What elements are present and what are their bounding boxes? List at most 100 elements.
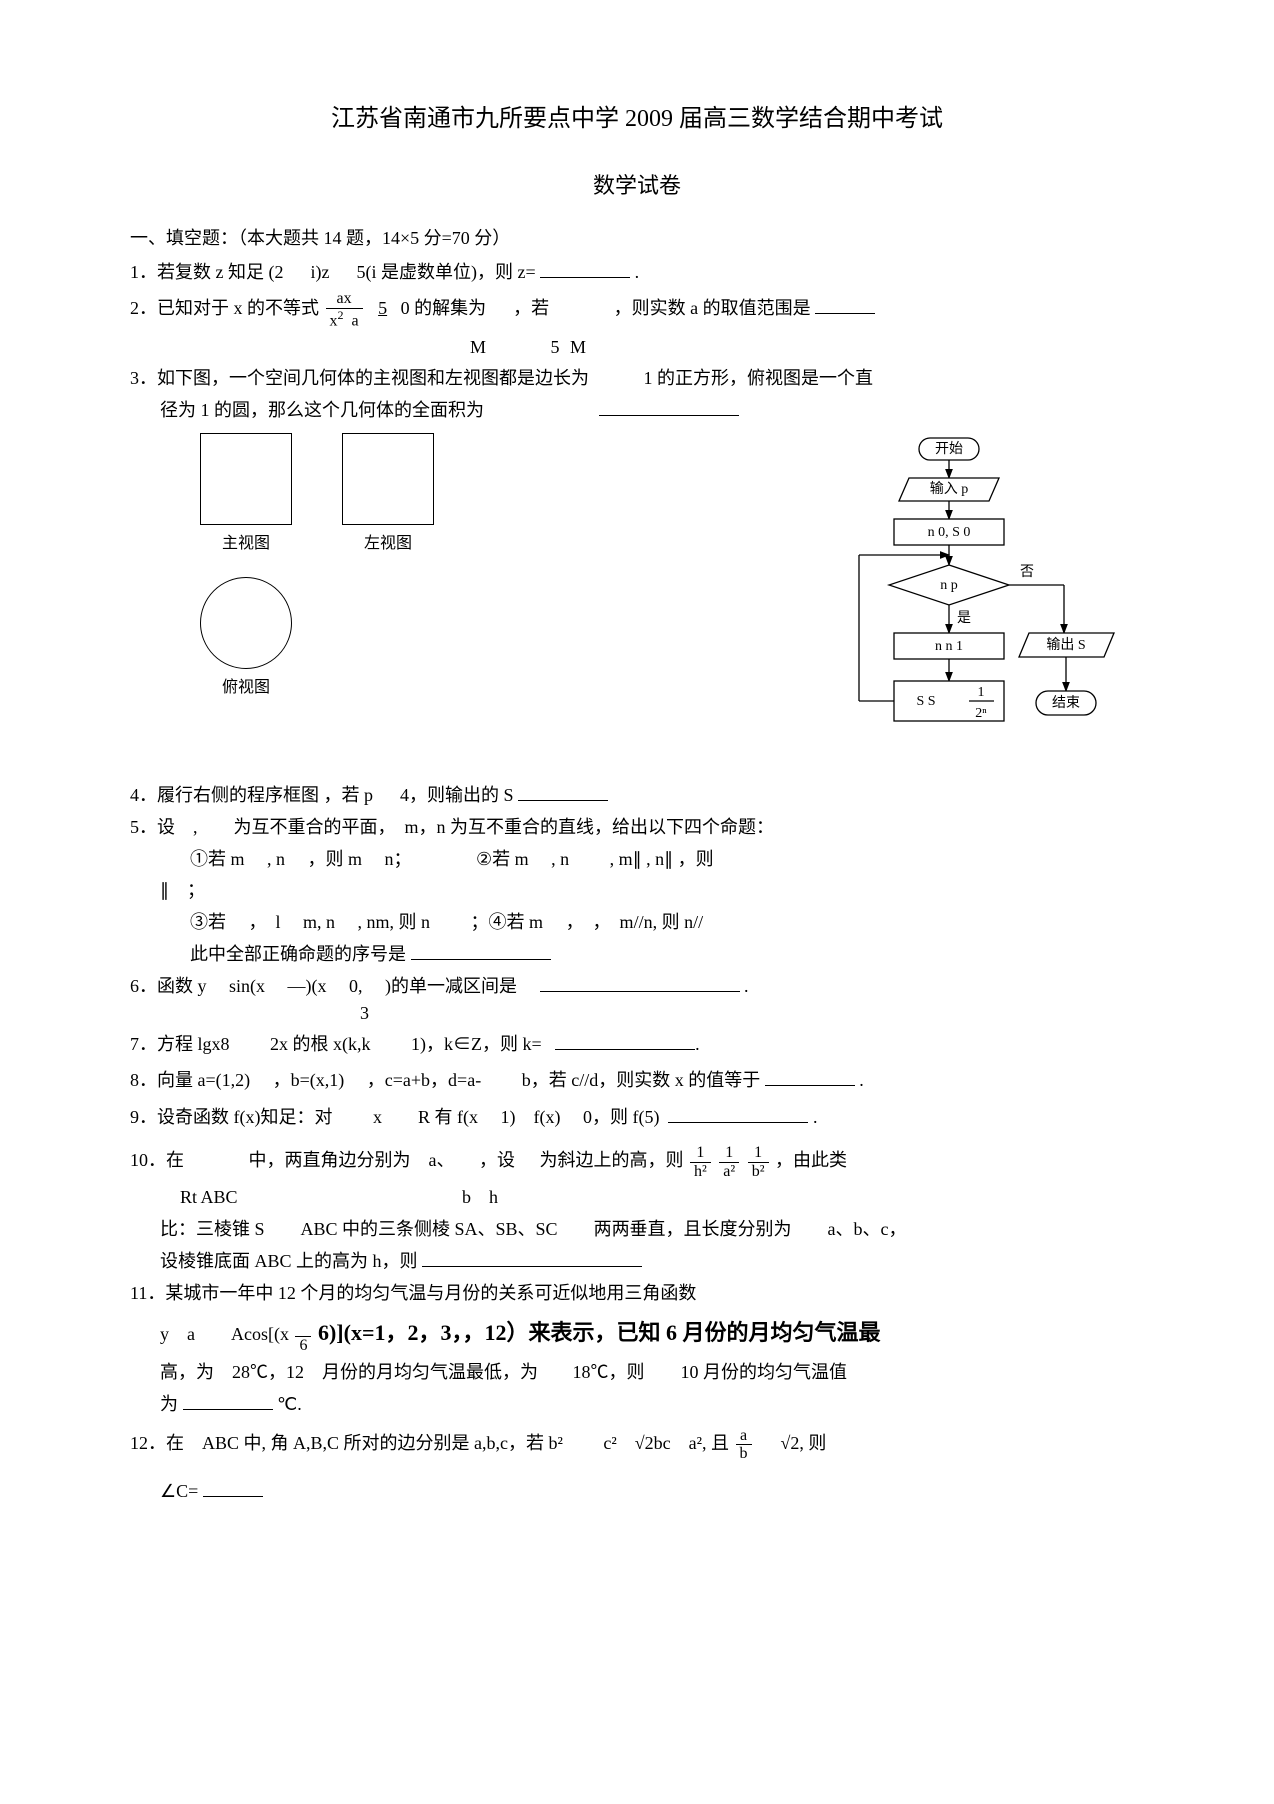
answer-blank — [765, 1067, 855, 1086]
fc-end: 结束 — [1052, 695, 1080, 711]
fraction: 1h² — [690, 1144, 711, 1180]
question-7: 7．方程 lgx8 2x 的根 x(k,k 1)，k∈Z，则 k= . — [130, 1030, 1144, 1059]
t: 10．在 — [130, 1150, 184, 1170]
t: y a Acos[(x — [160, 1324, 289, 1344]
t: . — [744, 976, 749, 996]
t: 中，两直角边分别为 a、 — [249, 1150, 455, 1170]
t: . — [813, 1107, 818, 1127]
q2-text: 5 — [369, 298, 396, 319]
t: x — [330, 312, 338, 329]
t: 7．方程 lgx8 — [130, 1034, 230, 1054]
question-5-p3p4: ③若 ， l m, n , nm, 则 n ；④若 m ， ， m//n, 则 … — [130, 908, 1144, 937]
t: ， ， m//n, 则 n// — [566, 912, 704, 932]
fraction: ax x2 a — [326, 290, 363, 330]
t: 为 — [160, 1394, 178, 1414]
answer-blank — [815, 295, 875, 314]
t: ，b=(x,1) — [273, 1070, 345, 1090]
t: 为斜边上的高，则 — [540, 1150, 684, 1170]
fraction: 6 — [295, 1319, 311, 1355]
t: 5 — [551, 337, 560, 357]
square-shape — [342, 433, 434, 525]
t: ，若 p — [324, 785, 374, 805]
frac-den: x2 a — [326, 309, 363, 330]
fc-no-label: 否 — [1020, 565, 1034, 580]
t: ；④若 m — [471, 912, 544, 932]
fc-yes-label: 是 — [957, 611, 971, 626]
t: M — [570, 337, 586, 357]
q2-text: 0 的解集为 — [401, 298, 487, 318]
answer-blank — [555, 1031, 695, 1050]
left-view: 左视图 — [342, 433, 434, 557]
t: 3 — [360, 1003, 369, 1023]
fraction: 1a² — [719, 1144, 739, 1180]
t: 1 — [748, 1144, 769, 1163]
t: b，若 c//d，则实数 x 的值等于 — [522, 1070, 761, 1090]
t: a — [352, 312, 359, 329]
t: . — [859, 1070, 864, 1090]
t: 高，为 28℃，12 月份的月均匀气温最低，为 — [160, 1362, 538, 1382]
t: m, n — [303, 912, 335, 932]
view-label: 主视图 — [222, 531, 270, 557]
t: ，则 m — [308, 849, 363, 869]
t: 5 — [378, 298, 387, 318]
q1-text: 1．若复数 z 知足 (2 — [130, 262, 283, 282]
t: , n — [551, 849, 569, 869]
t: 1 — [690, 1144, 711, 1163]
t: M — [470, 337, 486, 357]
fc-start: 开始 — [935, 441, 963, 457]
t: ①若 m — [190, 849, 245, 869]
answer-blank — [422, 1248, 642, 1267]
fraction: 1b² — [748, 1144, 769, 1180]
t: 1) f(x) — [500, 1107, 560, 1127]
t: )的单一减区间是 — [385, 976, 517, 996]
t: ∠C= — [160, 1481, 198, 1501]
answer-blank — [540, 973, 740, 992]
question-3: 3．如下图，一个空间几何体的主视图和左视图都是边长为 1 的正方形，俯视图是一个… — [130, 364, 1144, 393]
t: b h — [462, 1187, 498, 1207]
t: 0，则 f(5) — [583, 1107, 659, 1127]
t: 1 — [719, 1144, 739, 1163]
question-10-l4: 设棱锥底面 ABC 上的高为 h，则 — [130, 1247, 1144, 1276]
t: 18℃，则 10 月份的均匀气温值 — [573, 1362, 848, 1382]
view-label: 左视图 — [364, 531, 412, 557]
question-2: 2．已知对于 x 的不等式 ax x2 a 5 0 的解集为 ，若 ，则实数 a… — [130, 290, 1144, 330]
question-11: 11．某城市一年中 12 个月的均匀气温与月份的关系可近似地用三角函数 — [130, 1279, 1144, 1308]
t: 设棱锥底面 ABC 上的高为 h，则 — [160, 1251, 418, 1271]
t: 9．设奇函数 f(x)知足：对 — [130, 1107, 332, 1127]
t: 4，则输出的 S — [400, 785, 514, 805]
t: Rt ABC — [180, 1187, 238, 1207]
t: ②若 m — [476, 849, 529, 869]
t: b² — [748, 1163, 769, 1181]
answer-blank — [518, 782, 608, 801]
t: c² √2bc a², 且 — [603, 1433, 729, 1453]
page-title: 江苏省南通市九所要点中学 2009 届高三数学结合期中考试 — [130, 100, 1144, 138]
question-8: 8．向量 a=(1,2) ，b=(x,1) ，c=a+b，d=a- b，若 c/… — [130, 1066, 1144, 1095]
question-11-l4: 为 ℃. — [130, 1390, 1144, 1419]
view-label: 俯视图 — [222, 675, 270, 701]
frac-num: ax — [326, 290, 363, 309]
t: 6 — [295, 1337, 311, 1355]
top-view: 俯视图 — [200, 577, 292, 701]
answer-blank — [183, 1391, 273, 1410]
circle-shape — [200, 577, 292, 669]
t: 6)](x=1，2，3，，12）来表示，已知 6 月份的月均匀气温最 — [318, 1320, 881, 1345]
fc-step2: S S — [916, 694, 935, 709]
question-12: 12．在 ABC 中, 角 A,B,C 所对的边分别是 a,b,c，若 b² c… — [130, 1427, 1144, 1463]
t: —)(x — [288, 976, 327, 996]
fc-frac-n: 1 — [978, 685, 985, 700]
question-12-l2: ∠C= — [130, 1477, 1144, 1506]
question-10-l3: 比：三棱锥 S ABC 中的三条侧棱 SA、SB、SC 两两垂直，且长度分别为 … — [130, 1215, 1144, 1244]
t: b — [736, 1445, 752, 1463]
fraction: ab — [736, 1427, 752, 1463]
question-9: 9．设奇函数 f(x)知足：对 x R 有 f(x 1) f(x) 0，则 f(… — [130, 1103, 1144, 1132]
question-4: 4．履行右侧的程序框图 ，若 p 4，则输出的 S — [130, 781, 1144, 810]
section-header: 一、填空题：（本大题共 14 题，14×5 分=70 分） — [130, 224, 1144, 253]
t: , nm, 则 n — [358, 912, 431, 932]
t: x R 有 f(x — [373, 1107, 478, 1127]
question-11-l3: 高，为 28℃，12 月份的月均匀气温最低，为 18℃，则 10 月份的均匀气温… — [130, 1358, 1144, 1387]
q1-text: . — [635, 262, 640, 282]
fc-step1: n n 1 — [935, 639, 963, 654]
t: 6．函数 y — [130, 976, 207, 996]
t: 此中全部正确命题的序号是 — [190, 944, 406, 964]
question-5: 5．设 , 为互不重合的平面， m，n 为互不重合的直线，给出以下四个命题： — [130, 813, 1144, 842]
